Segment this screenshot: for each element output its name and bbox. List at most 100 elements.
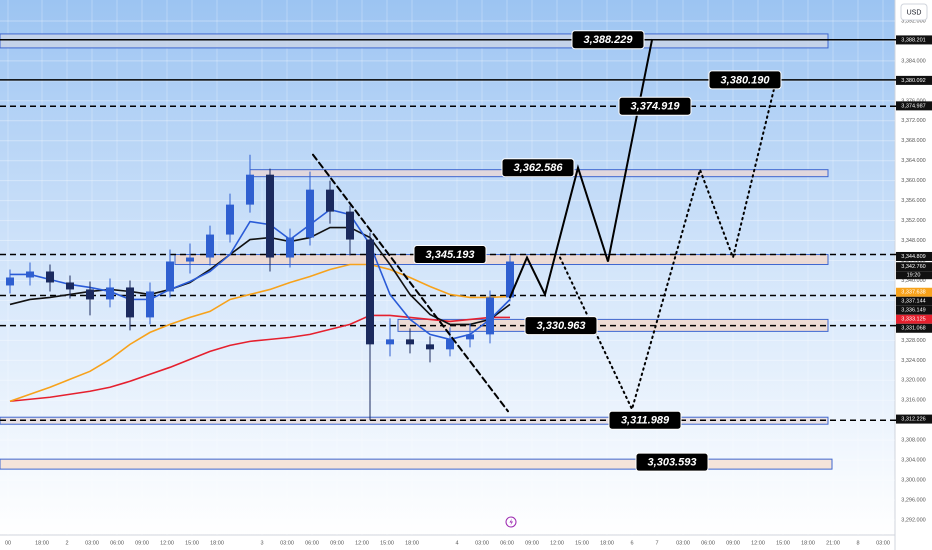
zone	[0, 33, 829, 49]
candle-body	[126, 287, 134, 318]
candle-body	[246, 174, 254, 205]
price-tag	[896, 101, 932, 111]
x-tick-label: 09:00	[525, 540, 539, 546]
y-tick-label: 3,384.000	[901, 58, 925, 64]
annotation-box	[608, 410, 682, 430]
price-tag	[896, 75, 932, 85]
candle-body	[6, 277, 14, 286]
price-tag	[896, 251, 932, 261]
x-tick-label: 06:00	[305, 540, 319, 546]
y-tick-label: 3,368.000	[901, 138, 925, 144]
moving-average	[10, 208, 511, 341]
y-tick-label: 3,340.000	[901, 278, 925, 284]
y-tick-label: 3,328.000	[901, 338, 925, 344]
candle-body	[206, 234, 214, 258]
x-tick-label: 18:00	[210, 540, 224, 546]
candle-body	[346, 211, 354, 240]
price-tag-label: 3,337.638	[901, 290, 925, 296]
y-tick-label: 3,324.000	[901, 358, 925, 364]
projection-path	[312, 153, 509, 413]
y-tick-label: 3,316.000	[901, 398, 925, 404]
x-tick-label: 00	[5, 540, 11, 546]
event-icon[interactable]	[505, 516, 517, 528]
x-tick-label: 06:00	[701, 540, 715, 546]
x-tick-label: 7	[655, 540, 658, 546]
candle-body	[226, 204, 234, 235]
countdown-label: 19:20	[907, 273, 921, 279]
time-axis	[0, 535, 895, 550]
price-tag-label: 3,331.068	[901, 326, 925, 332]
y-tick-label: 3,372.000	[901, 118, 925, 124]
x-tick-label: 03:00	[85, 540, 99, 546]
x-tick-label: 6	[630, 540, 633, 546]
y-tick-label: 3,308.000	[901, 438, 925, 444]
candle-body	[66, 282, 74, 290]
y-tick-label: 3,356.000	[901, 198, 925, 204]
annotation-box	[708, 70, 782, 90]
y-tick-label: 3,348.000	[901, 238, 925, 244]
price-tag-label: 3,337.144	[901, 299, 925, 305]
y-tick-label: 3,296.000	[901, 498, 925, 504]
zone	[0, 458, 833, 470]
y-tick-label: 3,352.000	[901, 218, 925, 224]
price-tag	[896, 305, 932, 315]
annotation-box	[618, 96, 692, 116]
y-tick-label: 3,376.000	[901, 98, 925, 104]
x-tick-label: 15:00	[575, 540, 589, 546]
x-tick-label: 18:00	[405, 540, 419, 546]
annotation-box	[413, 245, 487, 265]
candle-body	[326, 189, 334, 212]
annotation-label: 3,388.229	[584, 34, 634, 46]
annotation-box	[571, 30, 645, 50]
price-tag-label: 3,336.149	[901, 308, 925, 314]
x-tick-label: 2	[65, 540, 68, 546]
y-tick-label: 3,292.000	[901, 517, 925, 523]
candle-body	[146, 291, 154, 318]
y-tick-label: 3,360.000	[901, 178, 925, 184]
x-tick-label: 03:00	[475, 540, 489, 546]
x-tick-label: 15:00	[380, 540, 394, 546]
annotation-label: 3,330.963	[537, 320, 586, 332]
price-tag-label: 3,344.809	[901, 254, 925, 260]
candle-body	[406, 339, 414, 345]
price-tag-label: 3,312.226	[901, 417, 925, 423]
candle-body	[306, 189, 314, 238]
x-tick-label: 06:00	[110, 540, 124, 546]
annotation-label: 3,345.193	[426, 249, 475, 261]
price-tag	[896, 296, 932, 306]
x-tick-label: 15:00	[185, 540, 199, 546]
candle-body	[466, 334, 474, 340]
x-tick-label: 4	[455, 540, 458, 546]
candle-body	[366, 239, 374, 345]
price-tag	[896, 323, 932, 333]
candle-body	[486, 297, 494, 335]
candle-body	[286, 237, 294, 258]
candle-body	[46, 271, 54, 283]
candle-body	[106, 287, 114, 300]
x-tick-label: 09:00	[330, 540, 344, 546]
x-tick-label: 12:00	[160, 540, 174, 546]
price-tag-label: 3,342.760	[901, 264, 925, 270]
annotation-box	[501, 158, 575, 178]
candle-body	[186, 257, 194, 262]
x-tick-label: 21:00	[826, 540, 840, 546]
candle-body	[86, 289, 94, 300]
x-tick-label: 15:00	[776, 540, 790, 546]
annotation-label: 3,303.593	[648, 457, 697, 469]
y-tick-label: 3,304.000	[901, 458, 925, 464]
price-tag	[896, 314, 932, 324]
countdown-tag	[896, 271, 932, 280]
x-tick-label: 12:00	[751, 540, 765, 546]
annotation-label: 3,380.190	[721, 74, 771, 86]
candle-body	[26, 271, 34, 278]
x-tick-label: 18:00	[35, 540, 49, 546]
candle-body	[266, 174, 274, 258]
candle-body	[506, 261, 514, 298]
projection-path	[559, 83, 776, 413]
candle-body	[386, 339, 394, 345]
y-tick-label: 3,320.000	[901, 378, 925, 384]
price-tag	[896, 35, 932, 45]
annotation-label: 3,374.919	[631, 101, 681, 113]
price-tag	[896, 287, 932, 297]
currency-button[interactable]	[900, 3, 928, 21]
